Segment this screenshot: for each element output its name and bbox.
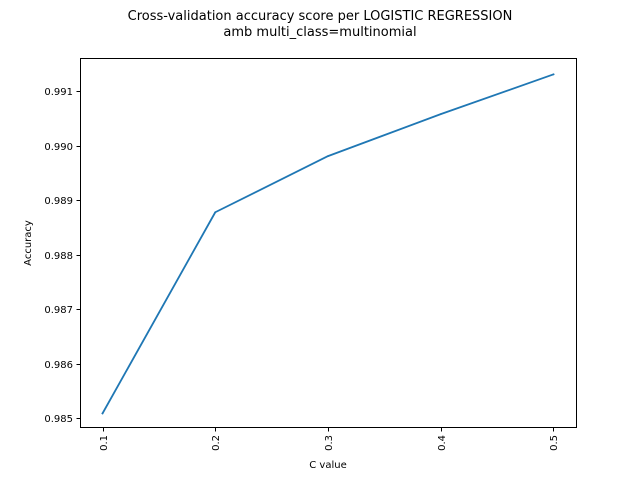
x-tick-label: 0.2 bbox=[211, 435, 222, 451]
data-point bbox=[327, 155, 329, 158]
x-tick-label: 0.5 bbox=[549, 435, 560, 451]
y-axis-label: Accuracy bbox=[23, 220, 34, 266]
x-tick-label: 0.1 bbox=[99, 435, 110, 451]
y-tick-label: 0.989 bbox=[44, 196, 73, 207]
data-point bbox=[439, 113, 442, 116]
y-tick-label: 0.986 bbox=[44, 360, 73, 371]
x-tick-label: 0.4 bbox=[437, 435, 448, 451]
y-tick-label: 0.988 bbox=[44, 251, 73, 262]
data-point bbox=[214, 211, 217, 214]
chart-title: Cross-validation accuracy score per LOGI… bbox=[128, 9, 513, 24]
x-tick-label: 0.3 bbox=[324, 435, 335, 451]
y-axis-ticks: 0.985 0.986 0.987 0.988 0.989 0.990 0.991 bbox=[44, 87, 81, 425]
data-point bbox=[101, 412, 104, 415]
x-axis-ticks: 0.1 0.2 0.3 0.4 0.5 bbox=[99, 427, 560, 451]
y-tick-label: 0.991 bbox=[44, 87, 73, 98]
plot-frame bbox=[80, 58, 577, 428]
y-tick-label: 0.985 bbox=[44, 414, 73, 425]
x-axis-label: C value bbox=[309, 460, 346, 471]
y-tick-label: 0.990 bbox=[44, 142, 73, 153]
data-point bbox=[552, 73, 555, 76]
y-tick-label: 0.987 bbox=[44, 305, 73, 316]
accuracy-series-line bbox=[101, 73, 555, 415]
chart-subtitle: amb multi_class=multinomial bbox=[223, 25, 416, 40]
series-layer bbox=[101, 73, 555, 415]
